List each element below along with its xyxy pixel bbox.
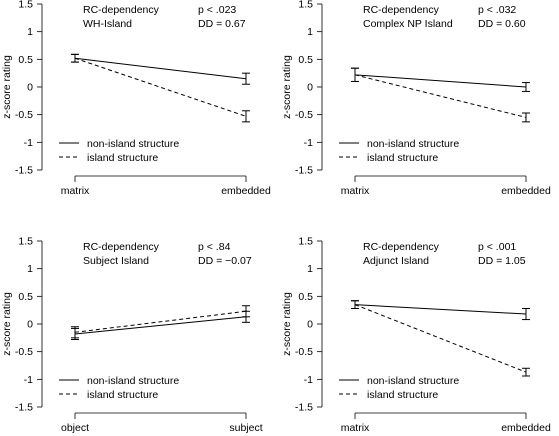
series-line-solid — [74, 316, 247, 335]
y-tick-label: 0.5 — [298, 291, 313, 303]
y-tick-label: 0.5 — [18, 291, 33, 303]
error-bar — [242, 305, 250, 318]
y-tick-label: -1 — [304, 137, 313, 149]
legend-label: non-island structure — [87, 138, 179, 150]
y-axis-label: z-score rating — [281, 292, 293, 356]
x-tick-label: object — [61, 422, 89, 434]
series-line-solid — [354, 304, 527, 315]
y-tick-label: 1 — [27, 263, 33, 275]
annotation-label: RC-dependency — [83, 4, 160, 16]
annotation-stat: p < .84 — [198, 241, 231, 253]
x-tick-label: subject — [229, 422, 262, 434]
y-tick-label: -0.5 — [15, 109, 33, 121]
y-tick-label: 0.5 — [18, 54, 33, 66]
y-tick-label: 1.5 — [298, 0, 313, 11]
series-line-dashed — [74, 310, 247, 333]
y-tick-label: -1 — [304, 374, 313, 386]
legend-label: non-island structure — [367, 138, 459, 150]
annotation-stat: DD = −0.07 — [198, 255, 252, 267]
annotation-label: RC-dependency — [363, 4, 440, 16]
annotation-label: RC-dependency — [363, 241, 440, 253]
y-tick-label: 0.5 — [298, 54, 313, 66]
y-tick-label: -1.5 — [15, 402, 33, 414]
annotation-label: Adjunct Island — [363, 255, 429, 267]
error-bar — [522, 112, 530, 123]
y-axis-label: z-score rating — [1, 55, 13, 119]
chart-panel-1: 1.5 1 0.5 0 -0.5 -1 -1.5 z-score rating matrix em… — [1, 0, 271, 197]
y-tick-label: 0 — [27, 319, 33, 331]
y-tick-label: -1.5 — [295, 402, 313, 414]
x-tick-label: embedded — [501, 185, 551, 197]
y-tick-label: 1.5 — [18, 236, 33, 248]
error-bar — [242, 110, 250, 123]
y-tick-label: 0 — [307, 82, 313, 94]
x-tick-label: matrix — [341, 185, 370, 197]
y-axis-label: z-score rating — [1, 292, 13, 356]
y-tick-label: 1.5 — [298, 236, 313, 248]
y-tick-label: -1 — [24, 137, 33, 149]
annotation-stat: p < .001 — [478, 241, 516, 253]
y-tick-label: 1 — [27, 26, 33, 38]
annotation-stat: DD = 0.60 — [478, 18, 526, 30]
chart-panel-3: 1.5 1 0.5 0 -0.5 -1 -1.5 z-score rating object su… — [1, 236, 263, 435]
x-tick-label: matrix — [61, 185, 90, 197]
error-bar — [351, 300, 359, 310]
series-line-dashed — [354, 304, 527, 373]
annotation-stat: DD = 1.05 — [478, 255, 526, 267]
y-tick-label: 1 — [307, 263, 313, 275]
annotation-stat: DD = 0.67 — [198, 18, 246, 30]
y-tick-label: 0 — [307, 319, 313, 331]
x-tick-label: embedded — [501, 422, 551, 434]
error-bar — [522, 367, 530, 377]
legend-label: island structure — [87, 389, 158, 401]
legend-label: non-island structure — [367, 375, 459, 387]
y-tick-label: -1 — [24, 374, 33, 386]
annotation-label: Subject Island — [83, 255, 149, 267]
annotation-label: RC-dependency — [83, 241, 160, 253]
y-tick-label: 1.5 — [18, 0, 33, 11]
y-tick-label: -0.5 — [295, 346, 313, 358]
error-bar — [71, 53, 79, 63]
legend-label: island structure — [87, 152, 158, 164]
error-bar — [351, 67, 359, 82]
annotation-stat: p < .023 — [198, 4, 236, 16]
error-bar — [522, 82, 530, 92]
annotation-label: Complex NP Island — [363, 18, 453, 30]
series-line-solid — [354, 74, 527, 88]
legend-label: non-island structure — [87, 375, 179, 387]
series-line-dashed — [354, 74, 527, 118]
y-tick-label: 1 — [307, 26, 313, 38]
x-tick-label: matrix — [341, 422, 370, 434]
y-tick-label: -1.5 — [15, 165, 33, 177]
chart-panel-2: 1.5 1 0.5 0 -0.5 -1 -1.5 z-score rating matrix em… — [281, 0, 551, 197]
y-tick-label: -0.5 — [15, 346, 33, 358]
error-bar — [71, 326, 79, 339]
chart-panel-4: 1.5 1 0.5 0 -0.5 -1 -1.5 z-score rating matrix em… — [281, 236, 551, 435]
legend-label: island structure — [367, 152, 438, 164]
error-bar — [522, 308, 530, 321]
y-tick-label: 0 — [27, 82, 33, 94]
series-line-dashed — [74, 57, 247, 117]
error-bar — [242, 72, 250, 85]
x-tick-label: embedded — [221, 185, 271, 197]
y-tick-label: -0.5 — [295, 109, 313, 121]
series-line-solid — [74, 57, 247, 80]
y-tick-label: -1.5 — [295, 165, 313, 177]
annotation-label: WH-Island — [83, 18, 132, 30]
annotation-stat: p < .032 — [478, 4, 516, 16]
y-axis-label: z-score rating — [281, 55, 293, 119]
legend-label: island structure — [367, 389, 438, 401]
